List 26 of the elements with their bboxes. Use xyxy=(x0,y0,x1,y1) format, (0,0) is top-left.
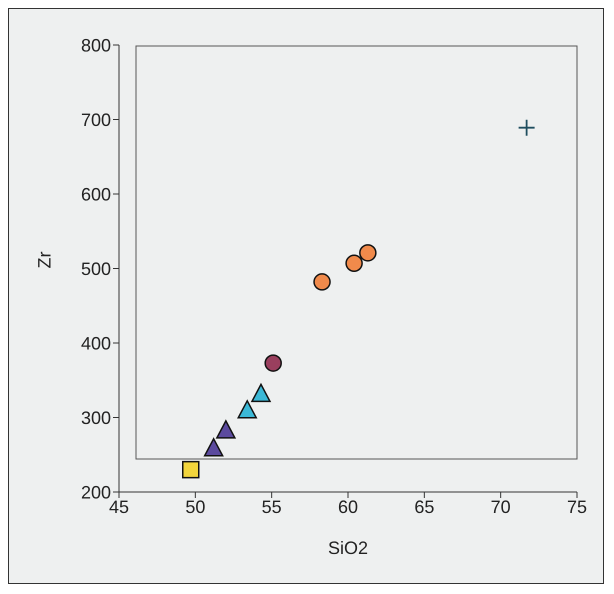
point xyxy=(251,384,271,402)
point xyxy=(518,118,536,137)
y-tick-label: 500 xyxy=(80,258,111,279)
x-tick-label: 75 xyxy=(566,496,588,517)
y-tick-label: 400 xyxy=(80,333,111,354)
x-tick-label: 65 xyxy=(414,496,434,517)
point xyxy=(345,254,363,272)
x-tick-label: 70 xyxy=(490,496,511,517)
x-tick-label: 55 xyxy=(262,496,282,517)
x-tick-label: 45 xyxy=(108,496,130,517)
point xyxy=(216,420,236,439)
point xyxy=(313,273,331,291)
point xyxy=(204,438,224,457)
x-tick-label: 60 xyxy=(338,496,358,517)
x-tick-label: 50 xyxy=(185,496,206,517)
x-axis-title: SiO2 xyxy=(328,538,368,558)
y-tick-label: 300 xyxy=(80,408,111,428)
y-tick-label: 800 xyxy=(80,35,111,56)
y-tick-label: 600 xyxy=(80,184,111,204)
point xyxy=(182,460,200,478)
point xyxy=(264,354,282,372)
y-tick-label: 700 xyxy=(80,110,111,130)
y-tick-label: 200 xyxy=(80,482,111,502)
y-axis-title: Zr xyxy=(34,252,54,268)
point xyxy=(359,244,377,262)
point xyxy=(237,400,257,419)
